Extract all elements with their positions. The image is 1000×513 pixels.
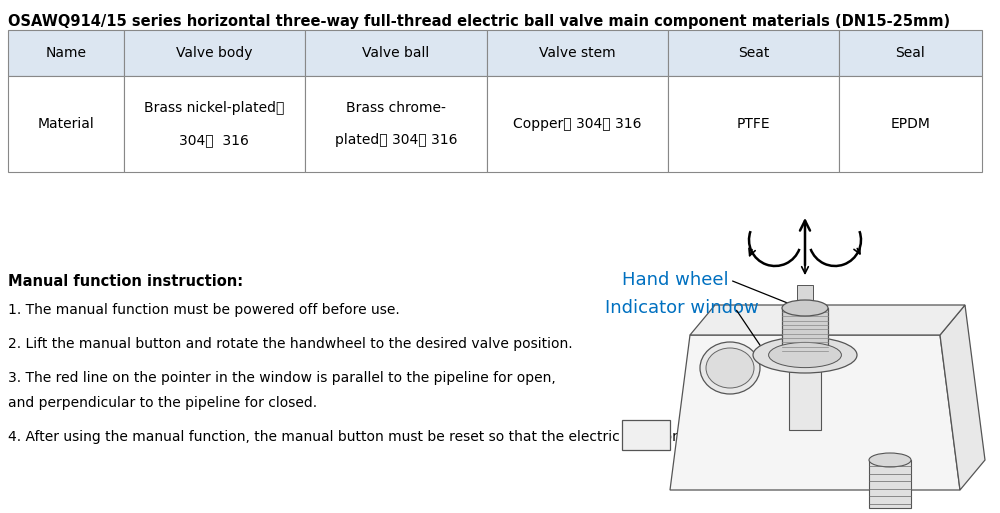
Text: and perpendicular to the pipeline for closed.: and perpendicular to the pipeline for cl…: [8, 396, 317, 410]
Bar: [668, 76, 839, 172]
Text: Seal: Seal: [896, 46, 925, 60]
Ellipse shape: [700, 342, 760, 394]
Text: Material: Material: [37, 117, 94, 131]
Ellipse shape: [869, 453, 911, 467]
Text: Valve stem: Valve stem: [539, 46, 616, 60]
Text: 4. After using the manual function, the manual button must be reset so that the : 4. After using the manual function, the …: [8, 430, 837, 444]
Text: Brass nickel-plated，: Brass nickel-plated，: [144, 101, 285, 115]
Text: Valve body: Valve body: [176, 46, 253, 60]
Text: 1. The manual function must be powered off before use.: 1. The manual function must be powered o…: [8, 303, 400, 317]
Polygon shape: [690, 305, 965, 335]
Bar: [668, 30, 839, 76]
Bar: [487, 76, 668, 172]
Polygon shape: [670, 335, 960, 490]
Ellipse shape: [782, 300, 828, 316]
Ellipse shape: [706, 348, 754, 388]
Text: Hand wheel: Hand wheel: [622, 271, 729, 289]
Text: 3. The red line on the pointer in the window is parallel to the pipeline for ope: 3. The red line on the pointer in the wi…: [8, 371, 556, 385]
Text: 304，  316: 304， 316: [179, 133, 249, 147]
Text: EPDM: EPDM: [891, 117, 930, 131]
Text: 2. Lift the manual button and rotate the handwheel to the desired valve position: 2. Lift the manual button and rotate the…: [8, 337, 573, 351]
Bar: [8, 30, 124, 76]
Bar: [869, 460, 911, 508]
Bar: [124, 76, 305, 172]
Bar: [487, 30, 668, 76]
Ellipse shape: [769, 342, 841, 368]
Text: Indicator window: Indicator window: [605, 299, 759, 317]
Text: Seat: Seat: [738, 46, 769, 60]
Text: Manual function instruction:: Manual function instruction:: [8, 274, 243, 289]
Text: Name: Name: [45, 46, 86, 60]
Text: PTFE: PTFE: [737, 117, 770, 131]
Text: Copper， 304， 316: Copper， 304， 316: [513, 117, 642, 131]
Bar: [839, 76, 982, 172]
Ellipse shape: [753, 337, 857, 373]
Bar: [782, 308, 828, 355]
Polygon shape: [622, 420, 670, 450]
Text: OSAWQ914/15 series horizontal three-way full-thread electric ball valve main com: OSAWQ914/15 series horizontal three-way …: [8, 14, 950, 29]
Polygon shape: [940, 305, 985, 490]
Bar: [124, 30, 305, 76]
Bar: [8, 76, 124, 172]
Text: Valve ball: Valve ball: [362, 46, 430, 60]
Bar: [839, 30, 982, 76]
Text: plated， 304， 316: plated， 304， 316: [335, 133, 457, 147]
Bar: [305, 30, 487, 76]
Text: Brass chrome-: Brass chrome-: [346, 101, 446, 115]
Bar: [305, 76, 487, 172]
Bar: [797, 285, 813, 308]
Bar: [789, 355, 821, 430]
